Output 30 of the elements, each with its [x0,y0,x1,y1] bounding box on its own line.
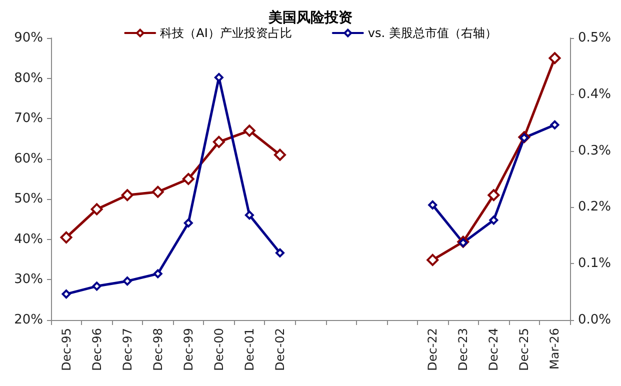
x-tick-label: Dec-00 [212,328,226,371]
x-tick-label: Mar-26 [548,328,562,370]
x-tick-label: Dec-99 [181,328,196,371]
y2-tick-label: 0.2% [578,200,612,215]
y-tick-label: 70% [14,111,43,126]
y-tick-label: 80% [14,70,43,86]
y-tick-label: 50% [14,192,43,207]
x-tick-label: Dec-97 [120,328,134,371]
y2-tick-label: 0.5% [578,30,612,46]
x-tick-label: Dec-23 [456,328,470,371]
y-tick-label: 90% [14,30,43,46]
x-tick-label: Dec-96 [90,328,104,371]
y2-tick-label: 0.0% [578,312,612,328]
y2-tick-label: 0.4% [578,86,612,102]
y-tick-label: 40% [14,232,43,247]
x-tick-label: Dec-02 [272,328,287,371]
y2-tick-label: 0.1% [578,256,612,272]
x-tick-label: Dec-01 [242,328,256,371]
y-tick-label: 20% [14,312,43,328]
x-tick-label: Dec-98 [150,328,165,371]
x-tick-label: Dec-22 [426,328,440,371]
x-tick-label: Dec-25 [517,328,532,371]
y2-tick-label: 0.3% [578,143,612,158]
legend-label: 科技（AI）产业投资占比 [160,26,292,40]
legend-label: vs. 美股总市值（右轴） [368,26,497,40]
x-tick-label: Dec-24 [486,328,501,371]
chart-title: 美国风险投资 [268,9,352,26]
x-tick-label: Dec-95 [59,328,74,371]
y-tick-label: 60% [14,151,43,166]
y-tick-label: 30% [14,272,43,288]
